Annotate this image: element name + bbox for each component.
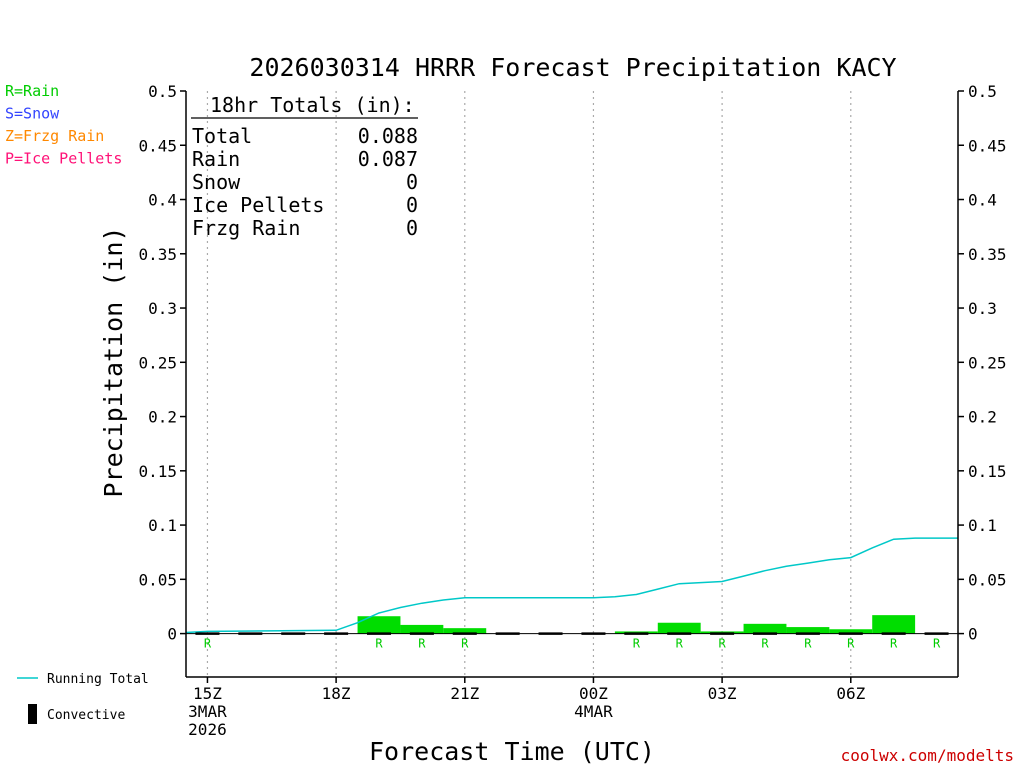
x-tick-label: 3MAR (188, 702, 227, 721)
y-tick-label-right: 0.3 (968, 299, 997, 318)
totals-row-value: 0.087 (358, 147, 418, 171)
totals-row-label: Total (192, 124, 252, 148)
totals-row-label: Snow (192, 170, 241, 194)
x-axis-label: Forecast Time (UTC) (369, 737, 655, 766)
rain-type-marker: R (933, 637, 941, 651)
rain-bar (657, 622, 701, 634)
rain-type-marker: R (718, 637, 726, 651)
y-tick-label-right: 0.2 (968, 408, 997, 427)
chart-title: 2026030314 HRRR Forecast Precipitation K… (249, 53, 896, 82)
rain-type-marker: R (461, 637, 469, 651)
credit-text: coolwx.com/modelts (841, 746, 1014, 765)
y-tick-label-right: 0 (968, 625, 978, 644)
series-legend-label: Running Total (47, 672, 149, 687)
rain-bar (400, 624, 444, 634)
totals-row-value: 0 (406, 170, 418, 194)
y-tick-label-left: 0.5 (148, 82, 177, 101)
totals-row-value: 0 (406, 193, 418, 217)
rain-bar (829, 629, 873, 634)
y-tick-label-right: 0.5 (968, 82, 997, 101)
y-tick-label-left: 0.15 (138, 462, 177, 481)
rain-bar (443, 628, 487, 634)
y-tick-label-right: 0.15 (968, 462, 1007, 481)
convective-legend-bar (28, 704, 37, 724)
y-tick-label-left: 0.2 (148, 408, 177, 427)
y-tick-label-left: 0.35 (138, 245, 177, 264)
x-tick-label: 18Z (322, 684, 351, 703)
y-tick-label-left: 0.05 (138, 570, 177, 589)
totals-row-label: Frzg Rain (192, 216, 300, 240)
y-tick-label-left: 0.3 (148, 299, 177, 318)
y-tick-label-left: 0 (167, 625, 177, 644)
rain-type-marker: R (375, 637, 383, 651)
rain-type-marker: R (847, 637, 855, 651)
totals-heading: 18hr Totals (in): (210, 93, 415, 117)
y-tick-label-left: 0.4 (148, 191, 177, 210)
y-tick-label-right: 0.4 (968, 191, 997, 210)
type-legend-item: P=Ice Pellets (5, 150, 122, 168)
x-tick-label: 4MAR (574, 702, 613, 721)
y-tick-label-right: 0.1 (968, 516, 997, 535)
rain-type-marker: R (204, 637, 212, 651)
rain-type-marker: R (418, 637, 426, 651)
rain-type-marker: R (890, 637, 898, 651)
x-tick-label: 03Z (708, 684, 737, 703)
totals-row-value: 0 (406, 216, 418, 240)
running-total-line (185, 537, 958, 634)
type-legend-item: S=Snow (5, 105, 60, 123)
x-tick-label: 06Z (836, 684, 865, 703)
rain-bar (872, 615, 916, 634)
type-legend-item: Z=Frzg Rain (5, 127, 104, 145)
y-axis-label: Precipitation (in) (99, 227, 128, 498)
rain-bar (786, 627, 830, 634)
x-tick-label: 21Z (450, 684, 479, 703)
x-tick-label: 2026 (188, 720, 227, 739)
x-tick-label: 15Z (193, 684, 222, 703)
rain-type-marker: R (676, 637, 684, 651)
y-tick-label-right: 0.05 (968, 570, 1007, 589)
totals-row-value: 0.088 (358, 124, 418, 148)
rain-type-marker: R (633, 637, 641, 651)
rain-bar (743, 623, 787, 634)
y-tick-label-left: 0.45 (138, 136, 177, 155)
y-tick-label-left: 0.25 (138, 353, 177, 372)
series-legend-label: Convective (47, 708, 125, 723)
y-tick-label-right: 0.45 (968, 136, 1007, 155)
rain-bar (357, 616, 401, 634)
rain-type-marker: R (761, 637, 769, 651)
y-tick-label-left: 0.1 (148, 516, 177, 535)
totals-row-label: Ice Pellets (192, 193, 324, 217)
x-tick-label: 00Z (579, 684, 608, 703)
y-tick-label-right: 0.25 (968, 353, 1007, 372)
type-legend-item: R=Rain (5, 82, 59, 100)
rain-type-marker: R (804, 637, 812, 651)
totals-row-label: Rain (192, 147, 240, 171)
y-tick-label-right: 0.35 (968, 245, 1007, 264)
